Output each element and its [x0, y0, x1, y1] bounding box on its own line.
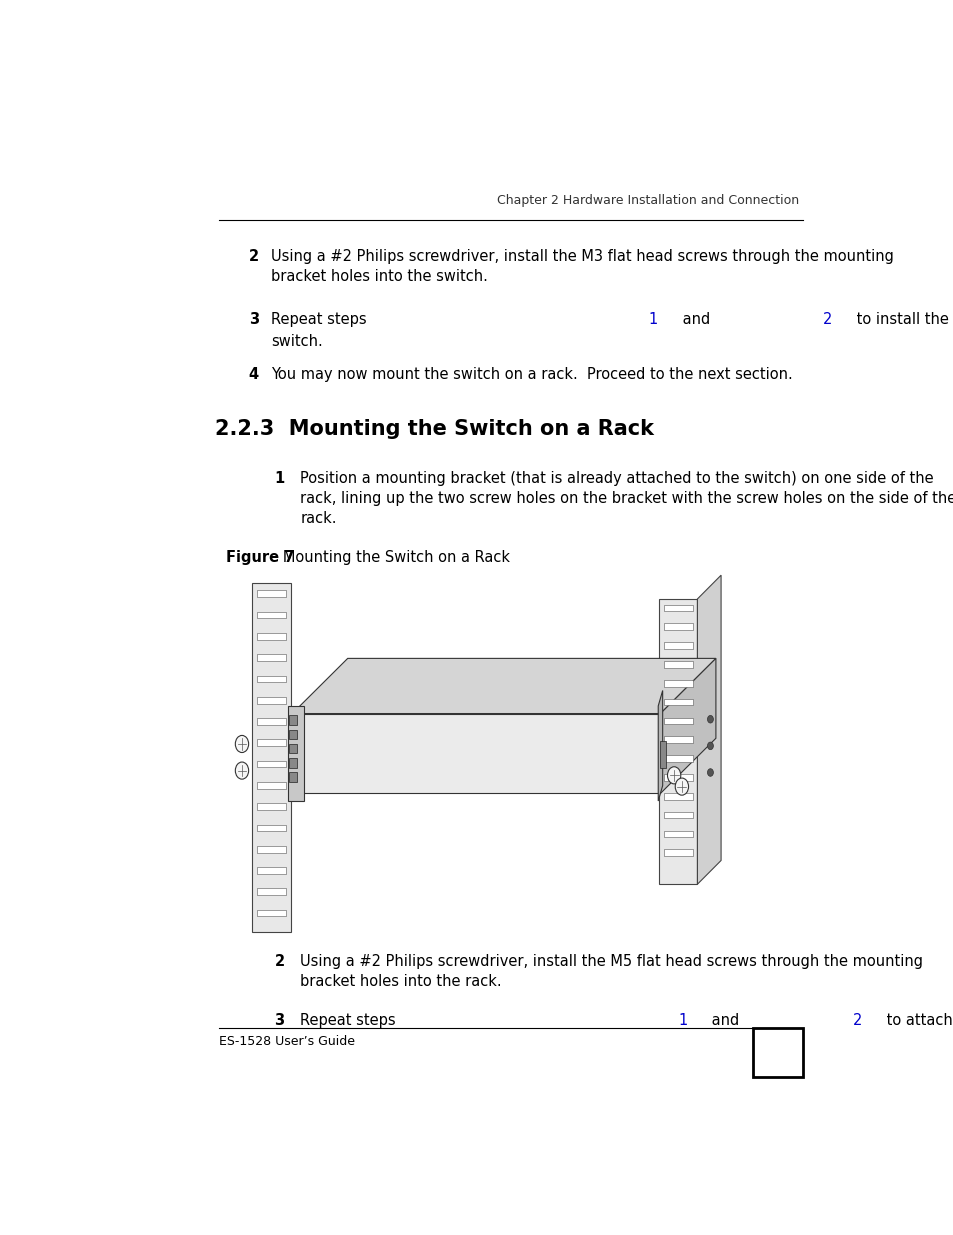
Bar [663, 811, 692, 819]
Bar [256, 655, 286, 661]
Bar [256, 846, 286, 852]
Text: 1: 1 [648, 311, 658, 327]
Circle shape [235, 762, 249, 779]
Text: switch.: switch. [271, 333, 322, 348]
Polygon shape [659, 658, 715, 793]
Circle shape [675, 778, 688, 795]
Bar [663, 680, 692, 687]
Bar [256, 761, 286, 767]
Bar [256, 634, 286, 640]
Bar [663, 718, 692, 724]
Circle shape [707, 715, 713, 722]
Bar [256, 803, 286, 810]
Bar [256, 888, 286, 895]
Bar [256, 590, 286, 597]
Text: Mounting the Switch on a Rack: Mounting the Switch on a Rack [269, 550, 510, 564]
Bar [752, 1028, 802, 1077]
Bar [256, 697, 286, 704]
Text: 2.2.3  Mounting the Switch on a Rack: 2.2.3 Mounting the Switch on a Rack [215, 419, 654, 440]
Bar [289, 773, 297, 782]
Text: Position a mounting bracket (that is already attached to the switch) on one side: Position a mounting bracket (that is alr… [300, 471, 953, 526]
Text: 4: 4 [249, 367, 258, 382]
Text: 33: 33 [756, 1039, 799, 1067]
Bar [663, 774, 692, 781]
Bar [252, 583, 291, 931]
Bar [256, 910, 286, 916]
Text: You may now mount the switch on a rack.  Proceed to the next section.: You may now mount the switch on a rack. … [271, 367, 792, 382]
Bar [659, 599, 697, 884]
Text: 2: 2 [274, 953, 284, 968]
Bar [256, 611, 286, 619]
Bar [663, 793, 692, 799]
Text: Using a #2 Philips screwdriver, install the M5 flat head screws through the moun: Using a #2 Philips screwdriver, install … [300, 953, 923, 989]
Text: and: and [706, 1013, 743, 1028]
Text: to install the second mounting bracket on the other side of the: to install the second mounting bracket o… [851, 311, 953, 327]
Bar [256, 718, 286, 725]
Bar [256, 782, 286, 789]
Bar [663, 605, 692, 611]
Circle shape [667, 767, 680, 784]
Bar [663, 661, 692, 668]
Text: Repeat steps: Repeat steps [300, 1013, 400, 1028]
Bar [289, 730, 297, 740]
Polygon shape [697, 576, 720, 884]
Bar [256, 867, 286, 874]
Bar [663, 642, 692, 648]
Bar [663, 736, 692, 743]
Bar [659, 741, 665, 768]
Bar [289, 715, 297, 725]
Text: Repeat steps: Repeat steps [271, 311, 371, 327]
Bar [663, 699, 692, 705]
Text: 3: 3 [249, 311, 258, 327]
Text: and: and [677, 311, 714, 327]
Bar [663, 756, 692, 762]
Bar [663, 624, 692, 630]
Bar [663, 831, 692, 837]
Text: to attach the second mounting bracket on the other side of the rack.: to attach the second mounting bracket on… [881, 1013, 953, 1028]
Bar [663, 850, 692, 856]
Polygon shape [658, 690, 662, 802]
Text: 3: 3 [274, 1013, 284, 1028]
Text: 1: 1 [678, 1013, 687, 1028]
Circle shape [235, 735, 249, 752]
Text: 2: 2 [822, 311, 832, 327]
Bar [256, 676, 286, 682]
Text: 2: 2 [249, 249, 258, 264]
Text: 2: 2 [852, 1013, 862, 1028]
Text: Figure 7: Figure 7 [226, 550, 294, 564]
Polygon shape [292, 714, 659, 793]
Circle shape [707, 768, 713, 777]
Text: Using a #2 Philips screwdriver, install the M3 flat head screws through the moun: Using a #2 Philips screwdriver, install … [271, 249, 893, 284]
Text: Chapter 2 Hardware Installation and Connection: Chapter 2 Hardware Installation and Conn… [497, 194, 799, 207]
Bar [289, 743, 297, 753]
Bar [256, 740, 286, 746]
Bar [289, 758, 297, 768]
Bar [288, 706, 304, 802]
Circle shape [707, 742, 713, 750]
Polygon shape [292, 658, 715, 714]
Bar [256, 825, 286, 831]
Text: 1: 1 [274, 471, 284, 485]
Text: ES-1528 User’s Guide: ES-1528 User’s Guide [219, 1035, 355, 1049]
